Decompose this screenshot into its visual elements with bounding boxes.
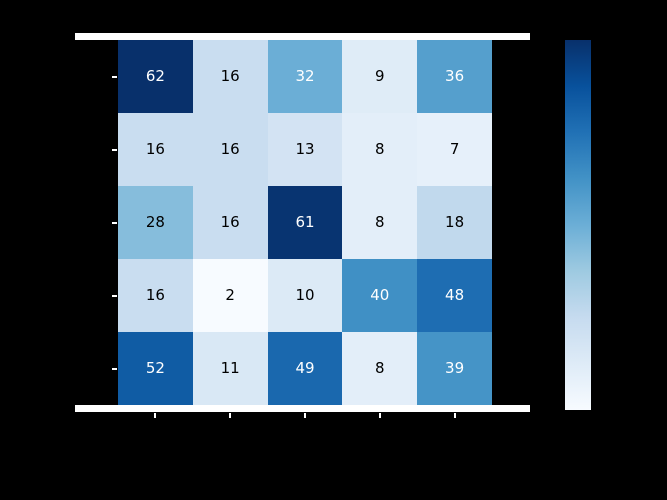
heatmap-cell: 18 bbox=[417, 186, 492, 259]
heatmap-cell: 62 bbox=[118, 40, 193, 113]
x-axis-tick bbox=[229, 413, 232, 418]
heatmap-cell: 16 bbox=[192, 113, 268, 186]
heatmap-cell: 28 bbox=[118, 186, 193, 259]
heatmap-cell: 13 bbox=[267, 113, 343, 186]
heatmap-cell: 8 bbox=[342, 332, 418, 405]
heatmap-cell: 48 bbox=[417, 259, 492, 332]
heatmap-cell: 8 bbox=[342, 186, 418, 259]
heatmap-cell: 40 bbox=[342, 259, 418, 332]
axes-bottom-edge bbox=[75, 405, 530, 412]
heatmap-cell: 10 bbox=[267, 259, 343, 332]
heatmap-cell: 2 bbox=[192, 259, 268, 332]
x-axis-tick bbox=[304, 413, 306, 418]
heatmap-cell: 61 bbox=[267, 186, 343, 259]
y-axis-tick bbox=[112, 367, 117, 370]
heatmap-cell: 16 bbox=[118, 259, 193, 332]
y-axis-tick bbox=[112, 75, 117, 78]
heatmap-cell: 11 bbox=[192, 332, 268, 405]
heatmap-cell: 39 bbox=[417, 332, 492, 405]
heatmap-cell: 52 bbox=[118, 332, 193, 405]
heatmap-cell: 16 bbox=[118, 113, 193, 186]
x-axis-tick bbox=[453, 413, 456, 418]
heatmap-cell: 7 bbox=[417, 113, 492, 186]
heatmap-cell: 32 bbox=[267, 40, 343, 113]
heatmap-cell: 16 bbox=[192, 40, 268, 113]
heatmap-cell: 49 bbox=[267, 332, 343, 405]
y-axis-tick bbox=[112, 221, 117, 224]
heatmap-cell: 16 bbox=[192, 186, 268, 259]
axes-top-edge bbox=[75, 33, 530, 40]
heatmap-cell: 36 bbox=[417, 40, 492, 113]
x-axis-tick bbox=[154, 413, 157, 418]
x-axis-tick bbox=[378, 413, 381, 418]
heatmap-cell: 8 bbox=[342, 113, 418, 186]
heatmap-cell: 9 bbox=[342, 40, 418, 113]
y-axis-tick bbox=[112, 294, 117, 297]
colorbar bbox=[565, 40, 591, 410]
y-axis-tick bbox=[112, 148, 117, 151]
heatmap-grid: 62 16 32 9 36 16 16 13 8 7 28 16 61 8 18 16 2 10 40 48 52 11 4… bbox=[118, 40, 492, 405]
